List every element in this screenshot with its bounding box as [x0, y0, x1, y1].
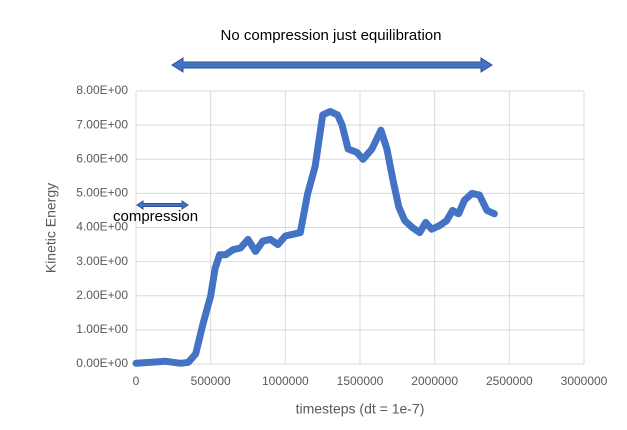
- annotation: No compression just equilibration: [221, 27, 442, 44]
- data-line: [132, 108, 498, 367]
- x-tick-label: 1500000: [337, 374, 384, 388]
- y-tick-label: 2.00E+00: [76, 288, 128, 302]
- annotation: compression: [113, 208, 198, 225]
- x-tick-label: 2500000: [486, 374, 533, 388]
- y-tick-label: 7.00E+00: [76, 117, 128, 131]
- x-tick-label: 0: [133, 374, 140, 388]
- x-tick-label: 500000: [191, 374, 231, 388]
- y-tick-label: 1.00E+00: [76, 322, 128, 336]
- y-tick-label: 6.00E+00: [76, 151, 128, 165]
- x-axis-title: timesteps (dt = 1e-7): [296, 401, 425, 417]
- y-tick-label: 3.00E+00: [76, 254, 128, 268]
- x-tick-label: 1000000: [262, 374, 309, 388]
- arrow: [136, 200, 189, 210]
- y-tick-label: 0.00E+00: [76, 356, 128, 370]
- y-tick-label: 4.00E+00: [76, 220, 128, 234]
- x-tick-label: 2000000: [411, 374, 458, 388]
- y-tick-label: 5.00E+00: [76, 186, 128, 200]
- y-axis-title: Kinetic Energy: [43, 183, 59, 273]
- y-tick-label: 8.00E+00: [76, 83, 128, 97]
- x-tick-label: 3000000: [561, 374, 608, 388]
- arrow: [171, 57, 493, 73]
- plot: [132, 108, 498, 367]
